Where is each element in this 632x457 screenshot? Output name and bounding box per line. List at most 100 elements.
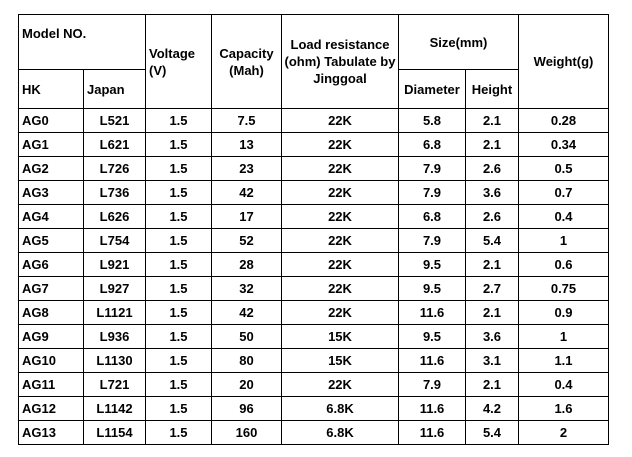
cell-japan-model: L721: [83, 372, 146, 397]
cell-diameter: 5.8: [398, 108, 466, 133]
battery-spec-table: Model NO. Voltage (V) Capacity (Mah) Loa…: [18, 14, 609, 445]
cell-load-resistance: 22K: [281, 372, 399, 397]
cell-diameter: 6.8: [398, 132, 466, 157]
cell-weight: 2: [518, 420, 609, 445]
cell-voltage: 1.5: [145, 132, 212, 157]
cell-load-resistance: 15K: [281, 324, 399, 349]
cell-height: 4.2: [465, 396, 519, 421]
cell-japan-model: L1154: [83, 420, 146, 445]
cell-load-resistance: 22K: [281, 300, 399, 325]
cell-japan-model: L1142: [83, 396, 146, 421]
cell-voltage: 1.5: [145, 156, 212, 181]
cell-load-resistance: 15K: [281, 348, 399, 373]
cell-load-resistance: 22K: [281, 132, 399, 157]
cell-weight: 0.75: [518, 276, 609, 301]
cell-height: 2.6: [465, 204, 519, 229]
cell-hk-model: AG2: [18, 156, 84, 181]
cell-height: 2.1: [465, 132, 519, 157]
header-weight: Weight(g): [518, 14, 609, 109]
header-diameter: Diameter: [398, 69, 466, 109]
cell-height: 2.6: [465, 156, 519, 181]
cell-hk-model: AG0: [18, 108, 84, 133]
cell-height: 2.1: [465, 108, 519, 133]
cell-hk-model: AG10: [18, 348, 84, 373]
cell-diameter: 11.6: [398, 300, 466, 325]
cell-japan-model: L621: [83, 132, 146, 157]
cell-hk-model: AG11: [18, 372, 84, 397]
cell-voltage: 1.5: [145, 108, 212, 133]
cell-diameter: 7.9: [398, 372, 466, 397]
cell-hk-model: AG1: [18, 132, 84, 157]
cell-hk-model: AG3: [18, 180, 84, 205]
cell-diameter: 7.9: [398, 228, 466, 253]
cell-voltage: 1.5: [145, 420, 212, 445]
cell-load-resistance: 6.8K: [281, 420, 399, 445]
cell-capacity: 17: [211, 204, 282, 229]
cell-height: 3.6: [465, 180, 519, 205]
cell-capacity: 28: [211, 252, 282, 277]
cell-load-resistance: 22K: [281, 204, 399, 229]
header-capacity: Capacity (Mah): [211, 14, 282, 109]
table-row: AG7 L927 1.5 32 22K 9.5 2.7 0.75: [18, 276, 609, 301]
cell-japan-model: L726: [83, 156, 146, 181]
header-row-top: Model NO. Voltage (V) Capacity (Mah) Loa…: [18, 14, 609, 109]
cell-capacity: 160: [211, 420, 282, 445]
cell-weight: 0.9: [518, 300, 609, 325]
cell-hk-model: AG6: [18, 252, 84, 277]
cell-diameter: 7.9: [398, 156, 466, 181]
cell-japan-model: L521: [83, 108, 146, 133]
cell-japan-model: L921: [83, 252, 146, 277]
cell-hk-model: AG13: [18, 420, 84, 445]
cell-diameter: 7.9: [398, 180, 466, 205]
cell-hk-model: AG4: [18, 204, 84, 229]
cell-load-resistance: 22K: [281, 108, 399, 133]
cell-height: 3.6: [465, 324, 519, 349]
cell-japan-model: L1121: [83, 300, 146, 325]
table-row: AG0 L521 1.5 7.5 22K 5.8 2.1 0.28: [18, 108, 609, 133]
cell-capacity: 23: [211, 156, 282, 181]
table-row: AG8 L1121 1.5 42 22K 11.6 2.1 0.9: [18, 300, 609, 325]
cell-voltage: 1.5: [145, 300, 212, 325]
cell-voltage: 1.5: [145, 348, 212, 373]
table-row: AG4 L626 1.5 17 22K 6.8 2.6 0.4: [18, 204, 609, 229]
cell-hk-model: AG12: [18, 396, 84, 421]
cell-load-resistance: 6.8K: [281, 396, 399, 421]
cell-capacity: 80: [211, 348, 282, 373]
cell-japan-model: L754: [83, 228, 146, 253]
table-row: AG12 L1142 1.5 96 6.8K 11.6 4.2 1.6: [18, 396, 609, 421]
header-load-resistance: Load resistance (ohm) Tabulate by Jinggo…: [281, 14, 399, 109]
cell-japan-model: L1130: [83, 348, 146, 373]
battery-spec-table-container: Model NO. Voltage (V) Capacity (Mah) Loa…: [18, 14, 609, 445]
cell-voltage: 1.5: [145, 180, 212, 205]
cell-weight: 0.34: [518, 132, 609, 157]
cell-weight: 1.1: [518, 348, 609, 373]
cell-diameter: 9.5: [398, 276, 466, 301]
cell-load-resistance: 22K: [281, 276, 399, 301]
table-row: AG1 L621 1.5 13 22K 6.8 2.1 0.34: [18, 132, 609, 157]
table-row: AG5 L754 1.5 52 22K 7.9 5.4 1: [18, 228, 609, 253]
cell-capacity: 32: [211, 276, 282, 301]
cell-capacity: 7.5: [211, 108, 282, 133]
table-body: AG0 L521 1.5 7.5 22K 5.8 2.1 0.28 AG1 L621 1.5 13 22…: [18, 108, 609, 445]
cell-height: 5.4: [465, 420, 519, 445]
cell-weight: 0.7: [518, 180, 609, 205]
cell-voltage: 1.5: [145, 396, 212, 421]
cell-diameter: 11.6: [398, 420, 466, 445]
cell-voltage: 1.5: [145, 372, 212, 397]
cell-weight: 0.4: [518, 204, 609, 229]
cell-weight: 1: [518, 324, 609, 349]
table-row: AG3 L736 1.5 42 22K 7.9 3.6 0.7: [18, 180, 609, 205]
cell-weight: 0.28: [518, 108, 609, 133]
cell-japan-model: L936: [83, 324, 146, 349]
table-row: AG9 L936 1.5 50 15K 9.5 3.6 1: [18, 324, 609, 349]
cell-weight: 1.6: [518, 396, 609, 421]
cell-weight: 1: [518, 228, 609, 253]
cell-capacity: 50: [211, 324, 282, 349]
table-row: AG2 L726 1.5 23 22K 7.9 2.6 0.5: [18, 156, 609, 181]
cell-diameter: 9.5: [398, 324, 466, 349]
cell-weight: 0.6: [518, 252, 609, 277]
cell-japan-model: L736: [83, 180, 146, 205]
cell-japan-model: L626: [83, 204, 146, 229]
cell-height: 2.1: [465, 300, 519, 325]
cell-capacity: 13: [211, 132, 282, 157]
